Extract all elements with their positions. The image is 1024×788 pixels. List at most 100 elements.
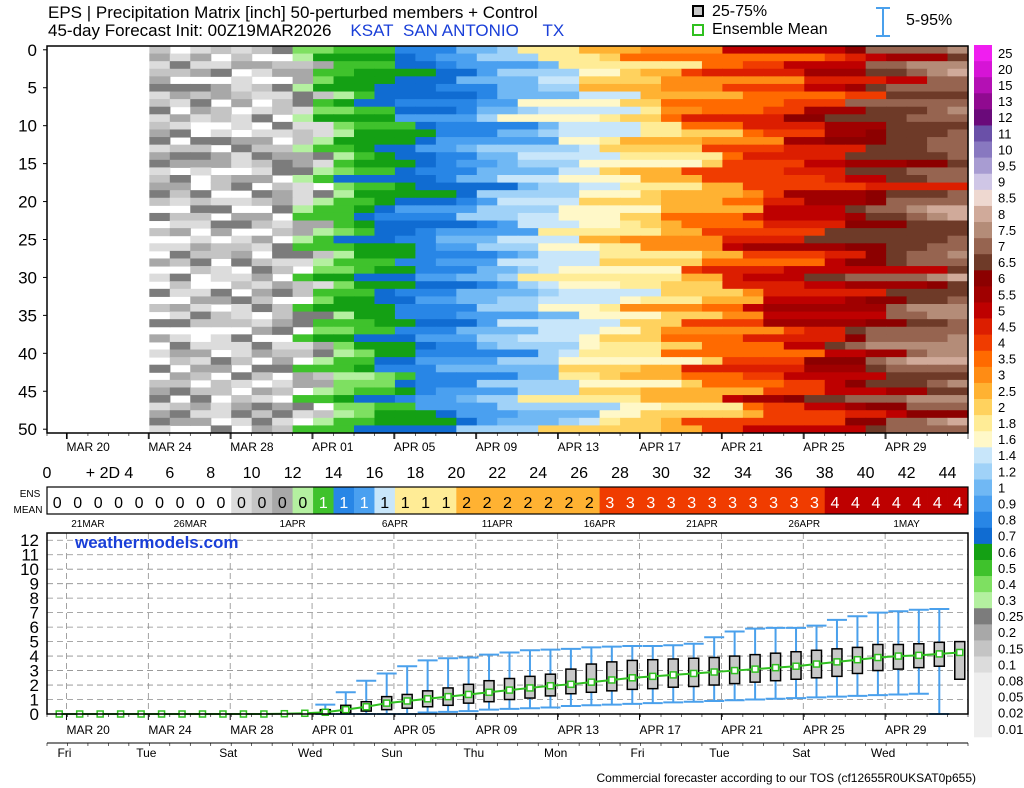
matrix-cell [476, 152, 498, 161]
matrix-cell [149, 144, 171, 153]
matrix-cell [456, 266, 478, 275]
matrix-cell [558, 129, 580, 138]
colorbar-label: 0.15 [998, 641, 1023, 656]
matrix-cell [272, 304, 294, 313]
matrix-y-label: 15 [18, 155, 37, 174]
matrix-cell [701, 46, 723, 55]
matrix-cell [824, 235, 846, 244]
mean-label: MEAN [14, 505, 43, 516]
matrix-cell [579, 341, 601, 351]
matrix-cell [435, 364, 457, 373]
day-axis-label: 18 [407, 465, 425, 482]
colorbar-label: 0.4 [998, 577, 1016, 592]
matrix-cell [804, 235, 826, 244]
matrix-cell [845, 273, 867, 282]
matrix-cell [886, 319, 908, 328]
matrix-cell [313, 425, 335, 434]
matrix-cell [701, 182, 723, 191]
matrix-cell [620, 288, 642, 297]
matrix-cell [763, 106, 785, 115]
matrix-cell [333, 425, 355, 434]
matrix-cell [804, 425, 826, 434]
matrix-cell [722, 175, 744, 184]
ens-mean-cell [497, 487, 519, 514]
colorbar-label: 11 [998, 126, 1012, 141]
matrix-cell [742, 220, 764, 229]
matrix-cell [886, 99, 908, 108]
colorbar-swatch [974, 125, 992, 142]
matrix-cell [947, 395, 969, 404]
matrix-cell [845, 228, 867, 237]
matrix-cell [190, 99, 212, 108]
matrix-cell [394, 410, 416, 419]
matrix-cell [149, 304, 171, 313]
matrix-cell [722, 114, 744, 123]
colorbar-label: 0.01 [998, 722, 1023, 737]
matrix-cell [701, 372, 723, 381]
matrix-cell [681, 106, 703, 115]
matrix-cell [845, 326, 867, 335]
matrix-cell [661, 114, 683, 123]
matrix-cell [149, 91, 171, 100]
matrix-cell [210, 288, 232, 297]
matrix-cell [415, 53, 437, 62]
matrix-cell [845, 341, 867, 351]
matrix-cell [845, 76, 867, 85]
matrix-cell [558, 326, 580, 335]
colorbar-swatch [974, 399, 992, 416]
matrix-cell [661, 190, 683, 199]
matrix-cell [456, 258, 478, 267]
ens-date-label: 1APR [280, 519, 306, 530]
matrix-cell [640, 46, 662, 55]
matrix-cell [947, 304, 969, 313]
colorbar-swatch [974, 286, 992, 303]
matrix-cell [394, 357, 416, 366]
matrix-cell [599, 334, 621, 343]
matrix-cell [722, 212, 744, 222]
matrix-cell [354, 205, 376, 214]
matrix-cell [149, 114, 171, 123]
matrix-cell [681, 175, 703, 184]
matrix-cell [558, 258, 580, 267]
matrix-cell [599, 417, 621, 426]
matrix-cell [333, 387, 355, 396]
matrix-cell [640, 296, 662, 305]
matrix-cell [456, 235, 478, 244]
matrix-cell [783, 417, 805, 426]
mean-marker [362, 703, 370, 711]
matrix-cell [865, 273, 887, 282]
matrix-cell [374, 53, 396, 62]
day-axis-label: 12 [284, 465, 302, 482]
matrix-cell [927, 243, 949, 252]
matrix-cell [272, 197, 294, 206]
matrix-cell [558, 46, 580, 55]
matrix-cell [742, 144, 764, 153]
matrix-cell [517, 395, 539, 404]
matrix-cell [210, 410, 232, 419]
matrix-cell [824, 425, 846, 434]
matrix-cell [415, 372, 437, 381]
matrix-cell [804, 417, 826, 426]
weekday-label: Sat [792, 746, 811, 760]
matrix-cell [415, 99, 437, 108]
matrix-cell [579, 182, 601, 191]
matrix-cell [824, 364, 846, 373]
ens-mean-cell [354, 487, 375, 514]
matrix-cell [333, 326, 355, 335]
colorbar-label: 9.5 [998, 159, 1016, 174]
matrix-cell [783, 349, 805, 358]
matrix-cell [435, 258, 457, 267]
matrix-cell [742, 334, 764, 343]
matrix-cell [783, 319, 805, 328]
matrix-cell [374, 182, 396, 191]
matrix-cell [190, 372, 212, 381]
matrix-cell [599, 266, 621, 275]
matrix-cell [701, 266, 723, 275]
matrix-cell [681, 395, 703, 404]
matrix-cell [722, 266, 744, 275]
matrix-cell [620, 364, 642, 373]
matrix-cell [292, 129, 314, 138]
matrix-cell [742, 76, 764, 85]
matrix-cell [354, 319, 376, 328]
matrix-cell [927, 258, 949, 267]
